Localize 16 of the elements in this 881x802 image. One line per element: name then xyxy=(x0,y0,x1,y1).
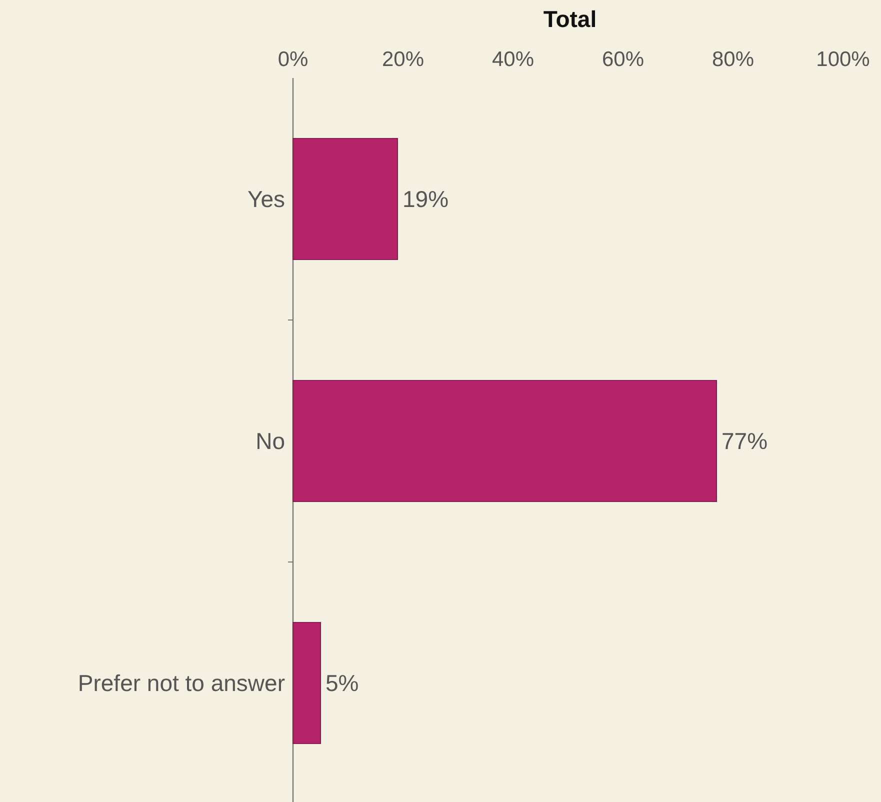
y-tick-label: Prefer not to answer xyxy=(78,670,286,696)
y-tick-label: No xyxy=(256,428,285,454)
x-tick-label: 0% xyxy=(278,48,308,71)
bar xyxy=(292,138,398,260)
x-tick-label: 20% xyxy=(382,48,424,71)
x-tick-label: 80% xyxy=(712,48,754,71)
bar xyxy=(292,380,717,502)
x-tick-label: 40% xyxy=(492,48,534,71)
data-label: 77% xyxy=(722,428,768,454)
x-tick-label: 60% xyxy=(602,48,644,71)
x-tick-label: 100% xyxy=(816,48,870,71)
data-label: 5% xyxy=(326,670,359,696)
y-tick-label: Yes xyxy=(247,186,285,212)
chart-title: Total xyxy=(543,6,597,32)
data-label: 19% xyxy=(402,186,449,212)
bar xyxy=(292,622,321,744)
